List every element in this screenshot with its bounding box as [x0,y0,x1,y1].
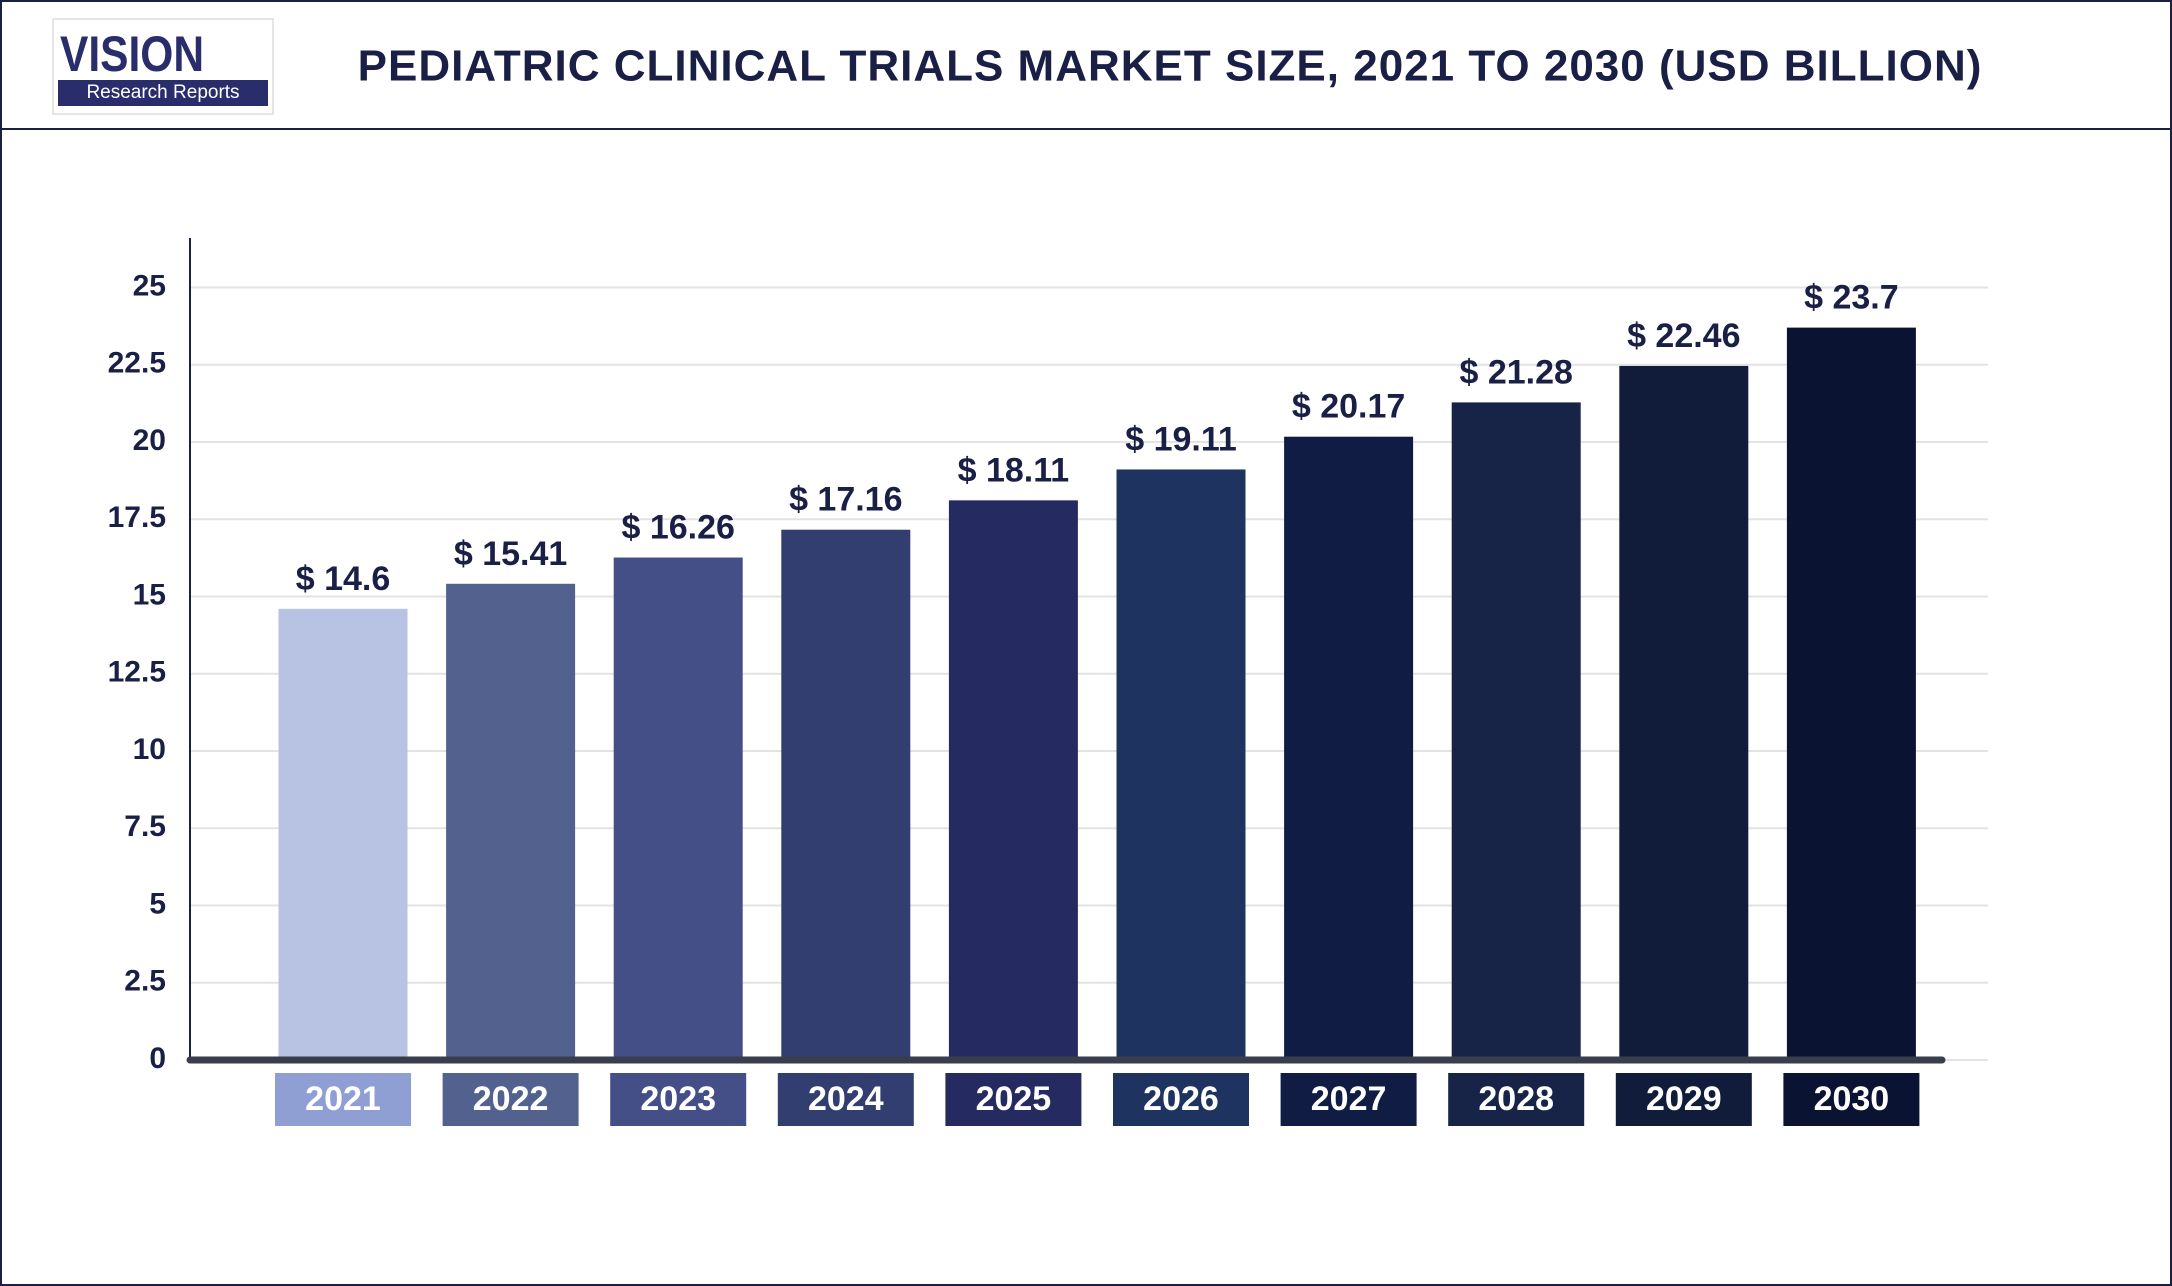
x-tick-label: 2029 [1646,1080,1722,1118]
category-box [1113,1073,1249,1126]
value-label: $ 15.41 [454,535,567,573]
category-box [945,1073,1082,1126]
value-label: $ 18.11 [958,451,1070,489]
value-label: $ 14.6 [296,560,391,598]
bar [278,608,408,1060]
x-tick-label: 2024 [808,1080,884,1118]
category-box [1448,1073,1585,1126]
y-tick-label: 15 [133,578,166,611]
category-box [275,1073,411,1126]
y-tick-label: 20 [133,424,166,457]
bar [613,557,743,1060]
category-box [442,1073,579,1126]
x-tick-label: 2022 [473,1080,549,1118]
x-tick-label: 2026 [1143,1080,1219,1118]
category-box [1783,1073,1920,1126]
value-label: $ 20.17 [1292,388,1405,426]
category-box [1280,1073,1417,1126]
logo-strip [58,80,268,106]
value-label: $ 21.28 [1459,353,1572,391]
bar [781,529,911,1060]
x-tick-label: 2023 [640,1080,716,1118]
bar [948,500,1078,1061]
x-tick-label: 2027 [1311,1080,1387,1118]
y-tick-label: 7.5 [124,810,166,843]
y-tick-label: 10 [133,733,166,766]
category-box [610,1073,747,1126]
y-tick-label: 17.5 [108,501,166,534]
logo: VISION Research Reports [52,18,274,115]
x-tick-label: 2028 [1478,1080,1554,1118]
y-tick-label: 22.5 [108,347,166,380]
y-tick-label: 5 [149,887,166,920]
value-label: $ 17.16 [789,481,902,519]
bar [1786,327,1916,1060]
chart-title: PEDIATRIC CLINICAL TRIALS MARKET SIZE, 2… [358,42,1983,91]
bar [1619,365,1749,1061]
y-tick-label: 0 [149,1042,166,1075]
x-tick-label: 2025 [976,1080,1052,1118]
y-tick-label: 25 [133,269,166,302]
bar [1116,469,1246,1060]
logo-tagline: Research Reports [86,82,239,103]
x-tick-label: 2021 [305,1080,381,1118]
bar [446,583,576,1060]
bar [1284,436,1414,1060]
value-label: $ 22.46 [1627,317,1740,355]
category-box [777,1073,914,1126]
x-tick-label: 2030 [1814,1080,1890,1118]
value-label: $ 23.7 [1804,279,1899,317]
category-box [1615,1073,1752,1126]
value-label: $ 19.11 [1125,420,1237,458]
y-tick-label: 12.5 [108,656,166,689]
logo-name: VISION [60,26,204,82]
y-tick-label: 2.5 [124,965,166,998]
value-label: $ 16.26 [621,509,734,547]
bar [1451,402,1581,1060]
